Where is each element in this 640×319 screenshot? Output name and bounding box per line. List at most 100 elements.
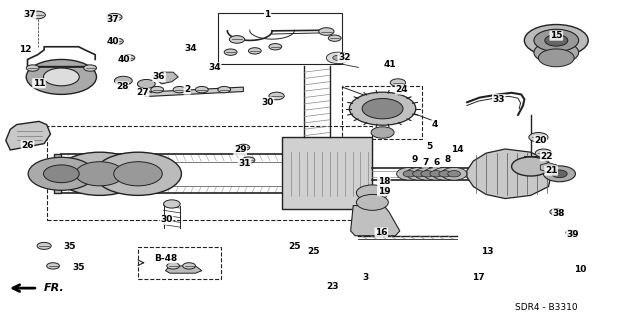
Circle shape <box>76 162 124 186</box>
Circle shape <box>56 152 143 196</box>
Text: 18: 18 <box>378 177 390 186</box>
Polygon shape <box>540 163 557 172</box>
Text: 23: 23 <box>326 282 339 291</box>
Text: 41: 41 <box>384 60 397 69</box>
Circle shape <box>138 79 156 88</box>
Circle shape <box>28 157 95 190</box>
Text: 16: 16 <box>375 228 388 237</box>
Circle shape <box>433 167 458 180</box>
Circle shape <box>421 171 434 177</box>
Text: 39: 39 <box>566 230 579 239</box>
Text: 34: 34 <box>208 63 221 72</box>
Circle shape <box>543 166 575 182</box>
Circle shape <box>552 170 567 178</box>
Text: 4: 4 <box>432 120 438 129</box>
Polygon shape <box>166 266 202 273</box>
Circle shape <box>84 65 97 71</box>
Circle shape <box>538 49 574 67</box>
Text: 40: 40 <box>106 38 118 47</box>
Text: 12: 12 <box>19 45 31 55</box>
Text: 34: 34 <box>185 44 197 53</box>
Circle shape <box>415 167 440 180</box>
Text: 7: 7 <box>422 158 429 167</box>
Text: 9: 9 <box>412 155 418 164</box>
Circle shape <box>511 157 550 176</box>
Circle shape <box>111 38 124 45</box>
Circle shape <box>224 49 237 55</box>
Text: 21: 21 <box>545 166 557 175</box>
Text: 14: 14 <box>451 145 463 154</box>
Text: 35: 35 <box>63 242 76 251</box>
Circle shape <box>390 79 406 86</box>
Text: 25: 25 <box>288 242 301 251</box>
Polygon shape <box>282 137 372 209</box>
Circle shape <box>397 167 422 180</box>
Text: 3: 3 <box>363 272 369 281</box>
Circle shape <box>237 144 250 151</box>
Circle shape <box>242 157 255 163</box>
Circle shape <box>430 171 443 177</box>
Text: 19: 19 <box>378 187 390 196</box>
Circle shape <box>114 162 163 186</box>
Polygon shape <box>351 205 400 236</box>
Text: 37: 37 <box>23 11 36 19</box>
Polygon shape <box>154 72 178 84</box>
Polygon shape <box>6 122 51 150</box>
Circle shape <box>319 28 334 35</box>
Circle shape <box>107 13 122 21</box>
Circle shape <box>333 55 343 60</box>
Circle shape <box>356 195 388 210</box>
Text: 27: 27 <box>136 88 148 97</box>
Circle shape <box>424 167 449 180</box>
Circle shape <box>95 152 181 196</box>
Circle shape <box>26 65 39 71</box>
Text: 30: 30 <box>161 215 173 224</box>
Text: 32: 32 <box>338 53 351 62</box>
Circle shape <box>349 92 416 125</box>
Text: 37: 37 <box>106 15 119 24</box>
Text: 1: 1 <box>264 11 271 19</box>
Circle shape <box>218 86 230 93</box>
Text: 38: 38 <box>552 209 565 218</box>
Text: 33: 33 <box>493 95 505 104</box>
Circle shape <box>535 149 552 157</box>
Circle shape <box>269 44 282 50</box>
Text: 10: 10 <box>574 264 587 274</box>
Circle shape <box>229 36 244 43</box>
Text: 5: 5 <box>427 142 433 151</box>
Text: FR.: FR. <box>44 283 65 293</box>
Text: SDR4 - B3310: SDR4 - B3310 <box>515 303 578 312</box>
Text: 6: 6 <box>433 158 439 167</box>
Text: 29: 29 <box>234 145 246 154</box>
Circle shape <box>151 86 164 93</box>
Circle shape <box>534 29 579 51</box>
Circle shape <box>413 171 426 177</box>
Circle shape <box>26 59 97 94</box>
Text: 11: 11 <box>33 79 45 88</box>
Text: 13: 13 <box>481 247 493 256</box>
Text: 20: 20 <box>534 136 547 145</box>
Circle shape <box>167 263 179 269</box>
Text: 15: 15 <box>550 31 563 40</box>
Circle shape <box>529 132 548 142</box>
Text: 22: 22 <box>540 152 553 161</box>
Circle shape <box>195 86 208 93</box>
Circle shape <box>403 171 416 177</box>
Circle shape <box>362 99 403 119</box>
Circle shape <box>173 86 186 93</box>
Text: 2: 2 <box>184 85 190 94</box>
Circle shape <box>328 35 341 41</box>
Circle shape <box>442 167 467 180</box>
Text: 30: 30 <box>262 98 274 107</box>
Circle shape <box>406 167 432 180</box>
Circle shape <box>269 92 284 100</box>
Circle shape <box>47 263 60 269</box>
Circle shape <box>115 76 132 85</box>
Circle shape <box>448 171 461 177</box>
Circle shape <box>326 52 349 63</box>
Circle shape <box>371 127 394 138</box>
Circle shape <box>122 55 135 61</box>
Polygon shape <box>54 154 61 194</box>
Polygon shape <box>145 87 243 97</box>
Text: 17: 17 <box>472 272 484 281</box>
